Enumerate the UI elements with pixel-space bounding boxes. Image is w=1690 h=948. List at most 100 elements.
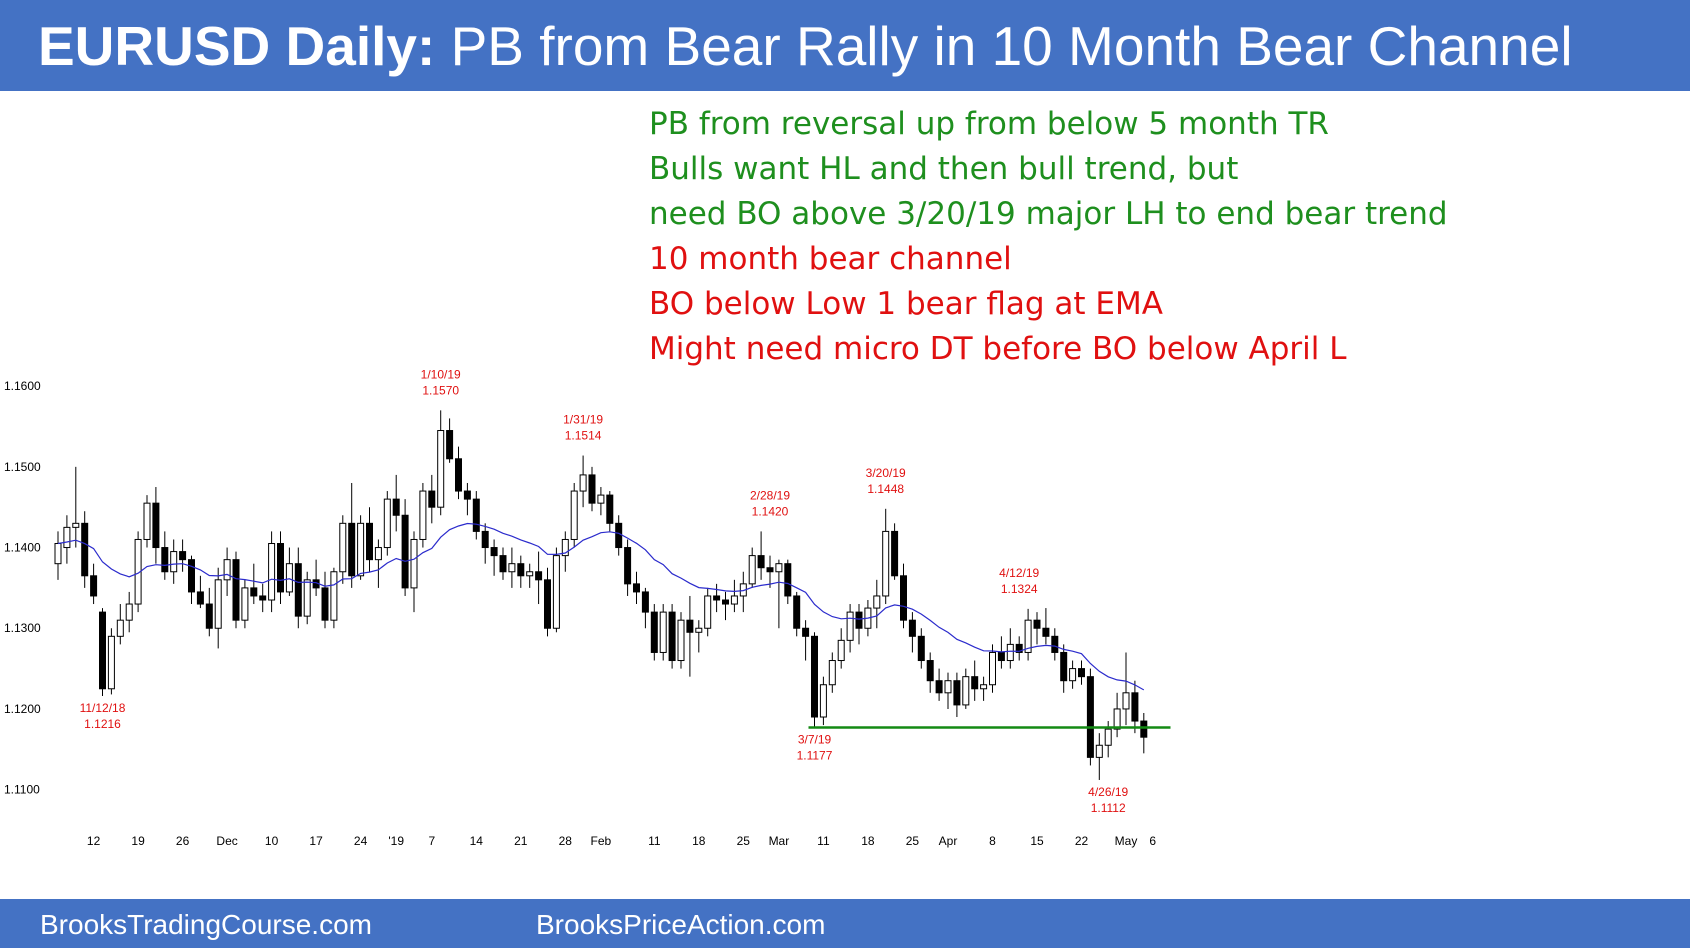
footer-banner: BrooksTradingCourse.com BrooksPriceActio… bbox=[0, 899, 1690, 948]
annotation-date: 1/10/19 bbox=[421, 370, 461, 381]
candle-body-bear bbox=[490, 547, 498, 557]
candle bbox=[285, 547, 293, 596]
candle-body-bull bbox=[748, 555, 756, 585]
candle bbox=[1086, 668, 1094, 766]
candle bbox=[330, 567, 338, 629]
footer-site-course: BrooksTradingCourse.com bbox=[40, 909, 372, 940]
candle-body-bull bbox=[873, 595, 881, 609]
page-title: EURUSD Daily: PB from Bear Rally in 10 M… bbox=[38, 10, 1573, 82]
candle bbox=[481, 523, 489, 564]
candle-body-bull bbox=[828, 660, 836, 686]
candle-body-bull bbox=[846, 611, 854, 641]
candle bbox=[944, 672, 952, 709]
x-tick-label: 24 bbox=[354, 834, 368, 848]
candle-body-bull bbox=[303, 579, 311, 617]
candle-body-bull bbox=[143, 502, 151, 540]
candle bbox=[196, 575, 204, 609]
candle-body-bear bbox=[811, 635, 818, 718]
candle-body-bull bbox=[1104, 728, 1112, 746]
candle-body-bull bbox=[508, 563, 516, 573]
candle bbox=[900, 563, 907, 629]
candle bbox=[686, 595, 694, 677]
candle bbox=[428, 474, 436, 524]
candle bbox=[188, 555, 195, 605]
candle bbox=[917, 628, 925, 669]
candle bbox=[561, 531, 569, 572]
candle bbox=[99, 608, 106, 697]
candle-body-bear bbox=[392, 498, 400, 516]
candle-body-bull bbox=[579, 474, 587, 492]
y-tick-label: 1.1100 bbox=[4, 783, 40, 797]
candle-body-bear bbox=[606, 494, 614, 524]
candle-body-bull bbox=[374, 547, 382, 561]
candle bbox=[926, 652, 934, 693]
candle bbox=[552, 547, 560, 633]
x-tick-label: 25 bbox=[737, 834, 751, 848]
candle bbox=[633, 571, 640, 605]
candle bbox=[1078, 660, 1085, 685]
annotation-date: 2/28/19 bbox=[750, 488, 790, 502]
candle-body-bear bbox=[179, 551, 187, 561]
annotation-price: 1.1514 bbox=[565, 429, 602, 443]
note-line-3: need BO above 3/20/19 major LH to end be… bbox=[649, 196, 1448, 232]
candle bbox=[953, 672, 961, 718]
annotation: 1/10/19 1.1570 bbox=[421, 370, 461, 397]
x-tick-label: Apr bbox=[939, 834, 958, 848]
x-tick-label: Dec bbox=[216, 834, 237, 848]
x-tick-label: 15 bbox=[1030, 834, 1044, 848]
candle-body-bear bbox=[259, 595, 267, 601]
candle bbox=[855, 604, 863, 645]
candle bbox=[802, 620, 810, 661]
candle-body-bear bbox=[624, 547, 632, 585]
candle-body-bear bbox=[161, 547, 169, 573]
candle bbox=[695, 620, 703, 653]
x-axis: 12 19 26 Dec 10 17 24 '19 7 14 21 28 Feb 11 18 25 Mar 11 1… bbox=[87, 834, 1156, 848]
candle-body-bear bbox=[499, 555, 507, 573]
candle-body-bull bbox=[526, 571, 534, 577]
candle bbox=[241, 579, 249, 629]
candle bbox=[1042, 608, 1050, 645]
candle-body-bull bbox=[1095, 744, 1103, 758]
candle-body-bear bbox=[205, 603, 213, 629]
x-tick-label: 6 bbox=[1149, 834, 1156, 848]
candle bbox=[641, 587, 649, 629]
candle-body-bull bbox=[882, 530, 890, 597]
candle-body-bull bbox=[659, 611, 667, 653]
candle-body-bear bbox=[855, 611, 863, 629]
x-tick-label: 19 bbox=[131, 834, 145, 848]
candle bbox=[268, 531, 276, 613]
annotation-price: 1.1112 bbox=[1091, 801, 1126, 815]
candle bbox=[1113, 692, 1121, 738]
candle bbox=[811, 632, 818, 728]
candle bbox=[508, 547, 516, 588]
candle-body-bear bbox=[997, 651, 1005, 662]
x-tick-label: 18 bbox=[861, 834, 875, 848]
candle bbox=[152, 487, 160, 564]
candle-body-bull bbox=[54, 543, 62, 565]
annotation-price: 1.1324 bbox=[1001, 582, 1038, 596]
note-line-2: Bulls want HL and then bull trend, but bbox=[649, 151, 1239, 187]
candle-body-bull bbox=[837, 639, 845, 662]
candle-body-bull bbox=[1069, 668, 1077, 682]
candle bbox=[214, 567, 222, 649]
candle bbox=[490, 539, 498, 576]
candle-body-bull bbox=[695, 627, 703, 633]
candle-body-bull bbox=[989, 651, 996, 686]
candle bbox=[908, 612, 916, 653]
candle-body-bull bbox=[944, 680, 952, 694]
candle-body-bear bbox=[401, 514, 409, 589]
title-instrument: EURUSD Daily: bbox=[38, 15, 436, 77]
candle bbox=[615, 515, 623, 556]
candle-body-bear bbox=[633, 583, 640, 593]
candle bbox=[659, 604, 667, 661]
x-tick-label: 14 bbox=[470, 834, 484, 848]
x-tick-label: 11 bbox=[648, 834, 661, 848]
x-tick-label: 22 bbox=[1075, 834, 1089, 848]
candle bbox=[392, 474, 400, 532]
annotation: 1/31/19 1.1514 bbox=[563, 413, 603, 443]
candle bbox=[971, 660, 979, 701]
candle bbox=[437, 410, 445, 516]
candle bbox=[891, 523, 899, 580]
candle bbox=[143, 495, 151, 548]
x-tick-label: Feb bbox=[591, 834, 612, 848]
